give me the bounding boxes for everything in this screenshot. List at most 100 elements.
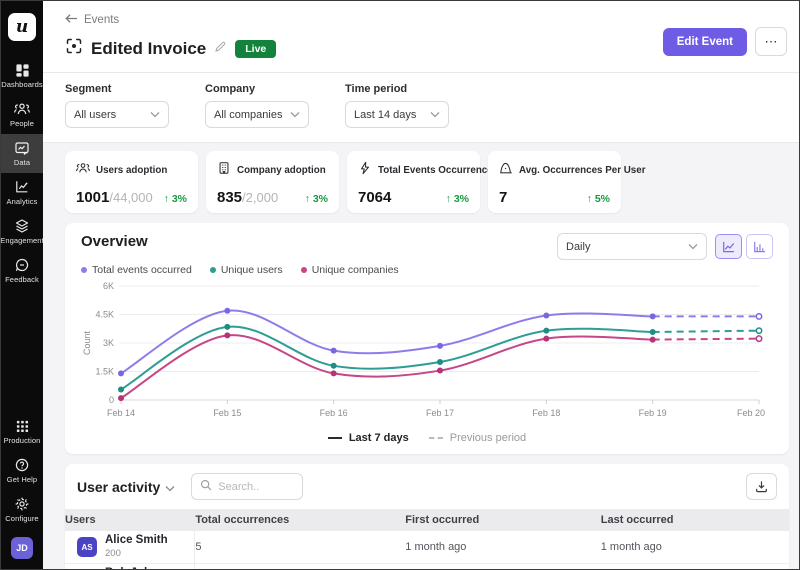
dashed-line-sample: [429, 437, 443, 439]
svg-text:3K: 3K: [103, 338, 114, 348]
svg-text:Feb 14: Feb 14: [107, 408, 135, 418]
search-input[interactable]: [218, 481, 294, 493]
legend-label: Previous period: [450, 432, 526, 444]
legend-label: Unique users: [221, 264, 283, 276]
sidebar-item-people[interactable]: People: [1, 95, 43, 134]
user-id: 200: [105, 548, 168, 559]
time-period-filter: Time period Last 14 days: [345, 83, 449, 128]
column-header-users[interactable]: Users: [65, 509, 195, 531]
segment-select[interactable]: All users: [65, 101, 169, 128]
up-arrow-icon: ↑: [164, 193, 169, 205]
sidebar-item-label: Engagement: [0, 236, 44, 245]
column-header-last-occurred[interactable]: Last occurred: [601, 509, 789, 531]
legend-dot: [301, 267, 307, 273]
segment-filter: Segment All users: [65, 83, 169, 128]
bolt-icon: [358, 161, 372, 180]
stat-change: ↑ 3%: [305, 193, 328, 205]
overview-card: Overview Daily Total events occurred: [65, 223, 789, 454]
sidebar-item-analytics[interactable]: Analytics: [1, 173, 43, 212]
svg-text:Feb 18: Feb 18: [532, 408, 560, 418]
sidebar-item-engagement[interactable]: Engagement: [1, 212, 43, 251]
company-select[interactable]: All companies: [205, 101, 309, 128]
back-arrow-icon: [65, 13, 78, 27]
more-options-button[interactable]: ⋯: [755, 27, 787, 56]
sidebar-item-configure[interactable]: Configure: [1, 490, 43, 529]
stat-change: ↑ 3%: [164, 193, 187, 205]
column-header-first-occurred[interactable]: First occurred: [405, 509, 600, 531]
userpilot-logo[interactable]: u: [8, 13, 36, 41]
chevron-down-icon: [688, 241, 698, 253]
page-header: Events Edited Invoice Live Edit Event ⋯: [43, 1, 799, 73]
sidebar-item-production[interactable]: Production: [1, 413, 43, 451]
up-arrow-icon: ↑: [446, 193, 451, 205]
period-legend: Last 7 days Previous period: [81, 430, 773, 450]
stat-change: ↑ 3%: [446, 193, 469, 205]
granularity-select[interactable]: Daily: [557, 233, 707, 260]
people-icon: [14, 101, 30, 117]
up-arrow-icon: ↑: [305, 193, 310, 205]
cell-last-occurred: 1 month ago: [601, 541, 789, 553]
building-icon: [217, 161, 231, 180]
main-area: Events Edited Invoice Live Edit Event ⋯ …: [43, 1, 799, 569]
sidebar-item-label: Dashboards: [1, 80, 42, 89]
sidebar-item-dashboards[interactable]: Dashboards: [1, 57, 43, 95]
edit-pencil-icon[interactable]: [214, 40, 227, 58]
column-header-total-occurrences[interactable]: Total occurrences: [195, 509, 405, 531]
legend-dot: [81, 267, 87, 273]
stat-change-value: 3%: [313, 193, 328, 205]
svg-text:Feb 16: Feb 16: [320, 408, 348, 418]
sidebar-item-data[interactable]: Data: [1, 134, 43, 173]
stat-value: 7064: [358, 189, 391, 206]
legend-unique-users: Unique users: [210, 264, 283, 276]
sidebar-item-feedback[interactable]: Feedback: [1, 251, 43, 290]
table-row[interactable]: AS Alice Smith200 5 1 month ago 1 month …: [65, 531, 789, 564]
solid-line-sample: [328, 437, 342, 439]
back-to-events[interactable]: Events: [65, 13, 119, 27]
line-chart-toggle[interactable]: [715, 234, 742, 259]
legend-previous-period: Previous period: [429, 432, 526, 444]
up-arrow-icon: ↑: [587, 193, 592, 205]
sidebar-item-get-help[interactable]: Get Help: [1, 451, 43, 490]
table-row[interactable]: BJ Bob Johnson201 5 1 month ago 1 month …: [65, 564, 789, 569]
stat-change-value: 3%: [172, 193, 187, 205]
bar-chart-toggle[interactable]: [746, 234, 773, 259]
legend-last-7-days: Last 7 days: [328, 432, 409, 444]
overview-line-chart: 01.5K3K4.5K6KCountFeb 14Feb 15Feb 16Feb …: [81, 280, 773, 430]
chart-container: 01.5K3K4.5K6KCountFeb 14Feb 15Feb 16Feb …: [81, 280, 773, 430]
time-period-select[interactable]: Last 14 days: [345, 101, 449, 128]
legend-label: Unique companies: [312, 264, 399, 276]
download-button[interactable]: [746, 473, 777, 500]
sidebar: u Dashboards People Data Analytics Engag…: [1, 1, 43, 569]
user-activity-title: User activity: [77, 479, 160, 495]
stat-cards: Users adoption 1001/44,000 ↑ 3% Company …: [65, 151, 789, 213]
app-window: u Dashboards People Data Analytics Engag…: [0, 0, 800, 570]
stat-card-users-adoption: Users adoption 1001/44,000 ↑ 3%: [65, 151, 198, 213]
svg-text:Feb 19: Feb 19: [639, 408, 667, 418]
users-icon: [76, 161, 90, 180]
stat-value: 7: [499, 189, 507, 206]
event-scan-icon: [65, 37, 83, 60]
svg-text:1.5K: 1.5K: [95, 367, 114, 377]
chevron-down-icon: [165, 479, 175, 495]
edit-event-button[interactable]: Edit Event: [663, 28, 747, 56]
segment-label: Segment: [65, 83, 169, 95]
avatar: AS: [77, 537, 97, 557]
stat-title: Company adoption: [237, 165, 326, 176]
stat-title: Total Events Occurrence: [378, 165, 493, 176]
user-name: Bob Johnson: [105, 567, 178, 569]
legend-unique-companies: Unique companies: [301, 264, 399, 276]
svg-text:Count: Count: [82, 331, 92, 356]
segment-value: All users: [74, 109, 116, 121]
svg-text:4.5K: 4.5K: [95, 310, 114, 320]
svg-text:Feb 20: Feb 20: [737, 408, 765, 418]
search-box: [191, 473, 303, 500]
stat-total: /2,000: [242, 190, 278, 205]
user-activity-dropdown[interactable]: User activity: [77, 479, 175, 495]
legend-label: Total events occurred: [92, 264, 192, 276]
user-avatar[interactable]: JD: [11, 537, 33, 559]
legend-label: Last 7 days: [349, 432, 409, 444]
sidebar-item-label: Configure: [5, 514, 38, 523]
granularity-value: Daily: [566, 241, 590, 253]
engagement-icon: [14, 218, 30, 234]
chevron-down-icon: [290, 109, 300, 121]
